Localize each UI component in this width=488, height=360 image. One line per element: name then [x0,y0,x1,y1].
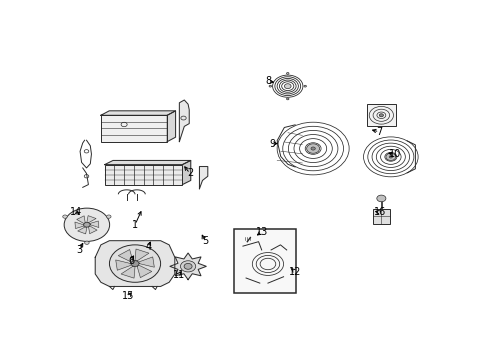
Text: 16: 16 [373,207,386,217]
Bar [233,229,296,293]
Circle shape [385,153,395,161]
Polygon shape [116,260,131,270]
Text: 3: 3 [76,245,82,255]
Circle shape [284,84,290,89]
Circle shape [379,114,383,117]
Text: 7: 7 [376,127,382,137]
Circle shape [84,241,89,244]
Polygon shape [139,257,154,267]
Text: 13: 13 [255,227,267,237]
Polygon shape [167,111,175,141]
Text: 10: 10 [387,149,400,159]
Circle shape [286,72,288,74]
Text: 11: 11 [172,270,184,280]
Circle shape [268,85,271,87]
Polygon shape [182,161,190,185]
Polygon shape [137,265,151,278]
Text: 8: 8 [264,76,270,86]
Polygon shape [101,111,175,115]
Polygon shape [90,221,99,228]
Polygon shape [95,241,175,287]
Circle shape [286,98,288,100]
Text: 12: 12 [288,267,301,277]
Circle shape [180,261,195,272]
Bar [366,104,395,126]
Polygon shape [135,249,149,261]
Text: 2: 2 [186,168,193,179]
Text: 9: 9 [268,139,275,149]
Polygon shape [118,249,133,262]
Circle shape [106,215,111,218]
Text: 14: 14 [70,207,82,217]
Circle shape [388,156,392,158]
Polygon shape [104,161,190,165]
Polygon shape [78,227,87,234]
Circle shape [376,195,385,202]
Bar [104,165,182,185]
Text: 4: 4 [145,242,151,252]
Circle shape [183,264,192,269]
Polygon shape [199,167,207,189]
Circle shape [131,261,139,266]
Text: 15: 15 [122,291,135,301]
Circle shape [64,208,109,242]
Polygon shape [87,216,96,222]
Circle shape [310,147,315,150]
Text: 5: 5 [202,237,208,246]
Circle shape [306,144,319,153]
Bar [101,115,167,141]
Polygon shape [88,226,97,234]
Polygon shape [77,216,85,224]
Polygon shape [75,222,84,229]
Text: 6: 6 [128,256,134,266]
Polygon shape [169,253,206,280]
Polygon shape [179,100,189,141]
Bar [372,209,389,224]
Circle shape [304,85,306,87]
Polygon shape [121,266,135,278]
Circle shape [83,222,90,227]
Circle shape [62,215,67,218]
Circle shape [109,245,160,282]
Text: 1: 1 [132,220,138,230]
